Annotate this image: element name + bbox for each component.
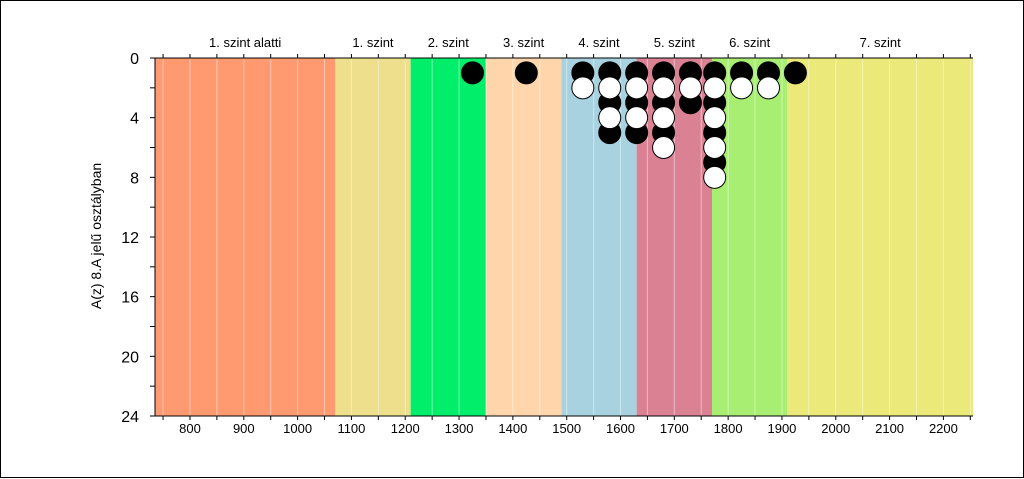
band-label: 1. szint: [352, 35, 394, 50]
x-tick-label: 1300: [445, 421, 474, 436]
axes: 800 900 1000 1100 1200 1300 1400 1500 1600 1700 18…: [121, 51, 973, 436]
band-label: 7. szint: [860, 35, 902, 50]
band-label: 6. szint: [729, 35, 771, 50]
x-tick-label: 1500: [552, 421, 581, 436]
data-point: [730, 76, 754, 100]
level-band: [561, 58, 637, 416]
data-point: [571, 76, 595, 100]
y-tick-label: 24: [121, 409, 139, 426]
x-tick-label: 1200: [391, 421, 420, 436]
data-point: [783, 61, 807, 85]
data-point: [703, 165, 727, 189]
y-tick-label: 4: [130, 111, 139, 128]
level-band: [410, 58, 486, 416]
level-band: [485, 58, 562, 416]
y-tick-label: 8: [130, 170, 139, 187]
data-point: [514, 61, 538, 85]
x-tick-label: 900: [233, 421, 255, 436]
x-tick-label: 2200: [929, 421, 958, 436]
level-band: [155, 58, 336, 416]
data-point: [625, 76, 649, 100]
data-point: [625, 106, 649, 130]
x-tick-label: 1900: [767, 421, 796, 436]
y-tick-label: 20: [121, 349, 139, 366]
band-label: 1. szint alatti: [209, 35, 281, 50]
x-tick-label: 800: [179, 421, 201, 436]
x-tick-label: 1100: [337, 421, 365, 436]
band-label: 3. szint: [503, 35, 545, 50]
y-tick-label: 0: [130, 51, 139, 68]
x-tick-label: 2000: [821, 421, 850, 436]
data-point: [703, 136, 727, 159]
band-label: 2. szint: [428, 35, 470, 50]
band-label: 5. szint: [654, 35, 696, 50]
data-points: [461, 61, 807, 189]
y-tick-label: 16: [121, 290, 139, 307]
x-tick-label: 2100: [875, 421, 904, 436]
x-tick-label: 1600: [606, 421, 635, 436]
data-point: [703, 76, 727, 100]
level-band: [335, 58, 411, 416]
level-band: [787, 58, 973, 416]
y-tick-label: 12: [121, 230, 139, 247]
x-tick-label: 1000: [283, 421, 312, 436]
data-point: [598, 106, 622, 130]
x-tick-label: 1800: [714, 421, 743, 436]
x-tick-label: 1400: [498, 421, 527, 436]
data-point: [703, 106, 727, 130]
x-tick-label: 1700: [660, 421, 689, 436]
data-point: [652, 76, 676, 100]
data-point: [598, 76, 622, 100]
data-point: [461, 61, 485, 85]
data-point: [757, 76, 780, 100]
data-point: [652, 106, 676, 130]
level-bands: 1. szint alatti 1. szint 2. szint 3. szint 4…: [155, 35, 973, 416]
data-point: [678, 76, 702, 100]
band-label: 4. szint: [578, 35, 620, 50]
y-axis-label: A(z) 8.A jelű osztályban: [88, 163, 104, 309]
data-point: [652, 136, 676, 159]
grid-lines: [162, 58, 971, 416]
